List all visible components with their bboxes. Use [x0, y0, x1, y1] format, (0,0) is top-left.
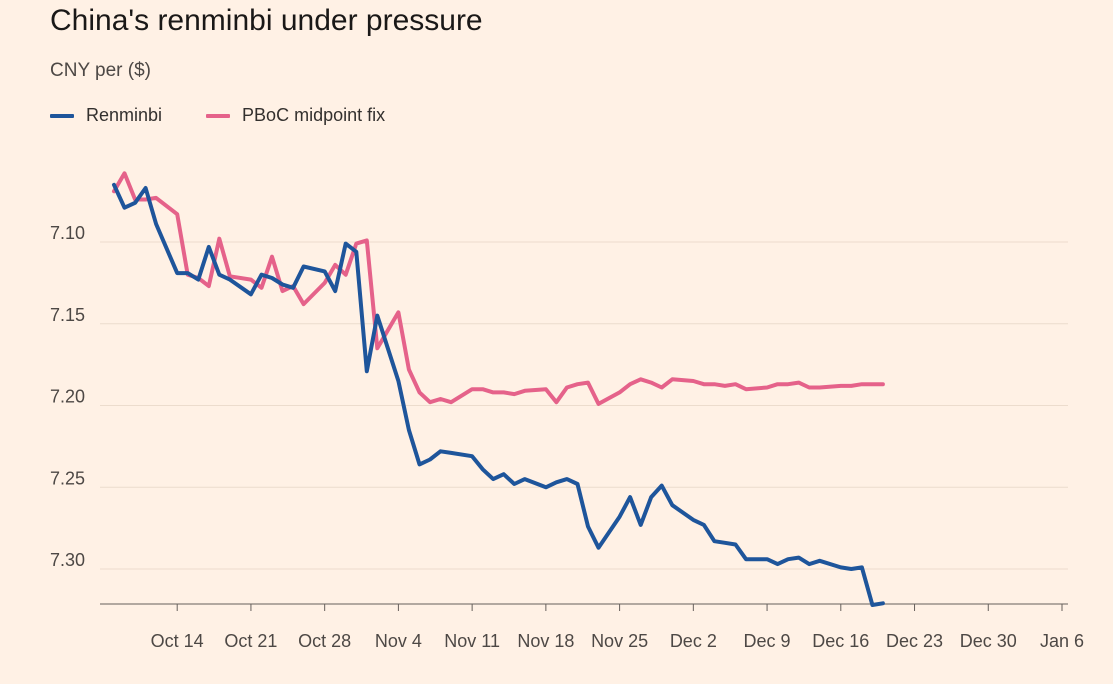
legend-swatch-renminbi: [50, 113, 74, 118]
chart-title: China's renminbi under pressure: [50, 4, 483, 37]
legend-item-renminbi: Renminbi: [50, 105, 162, 126]
x-tick-label: Dec 2: [670, 631, 717, 651]
x-tick-label: Dec 16: [812, 631, 869, 651]
x-tick-label: Nov 4: [375, 631, 422, 651]
y-tick-label: 7.15: [50, 305, 85, 325]
renminbi-line: [112, 182, 885, 607]
x-tick-label: Dec 9: [744, 631, 791, 651]
y-tick-label: 7.30: [50, 550, 85, 570]
legend-swatch-pboc: [206, 113, 231, 118]
y-tick-label: 7.20: [50, 387, 85, 407]
legend-label-pboc: PBoC midpoint fix: [242, 105, 386, 125]
legend: Renminbi PBoC midpoint fix: [50, 105, 429, 126]
pboc-midpoint-line: [112, 171, 885, 406]
x-tick-label: Nov 18: [517, 631, 574, 651]
y-tick-label: 7.10: [50, 223, 85, 243]
x-tick-label: Oct 21: [224, 631, 277, 651]
legend-item-pboc: PBoC midpoint fix: [206, 105, 385, 126]
legend-label-renminbi: Renminbi: [86, 105, 163, 125]
x-tick-label: Jan 6: [1040, 631, 1084, 651]
x-tick-label: Dec 23: [886, 631, 943, 651]
x-tick-label: Oct 14: [151, 631, 204, 651]
x-tick-label: Nov 11: [444, 631, 500, 651]
chart-subtitle: CNY per ($): [50, 60, 152, 81]
y-tick-label: 7.25: [50, 468, 85, 488]
x-tick-label: Dec 30: [960, 631, 1017, 651]
x-tick-label: Oct 28: [298, 631, 351, 651]
x-tick-label: Nov 25: [591, 631, 648, 651]
